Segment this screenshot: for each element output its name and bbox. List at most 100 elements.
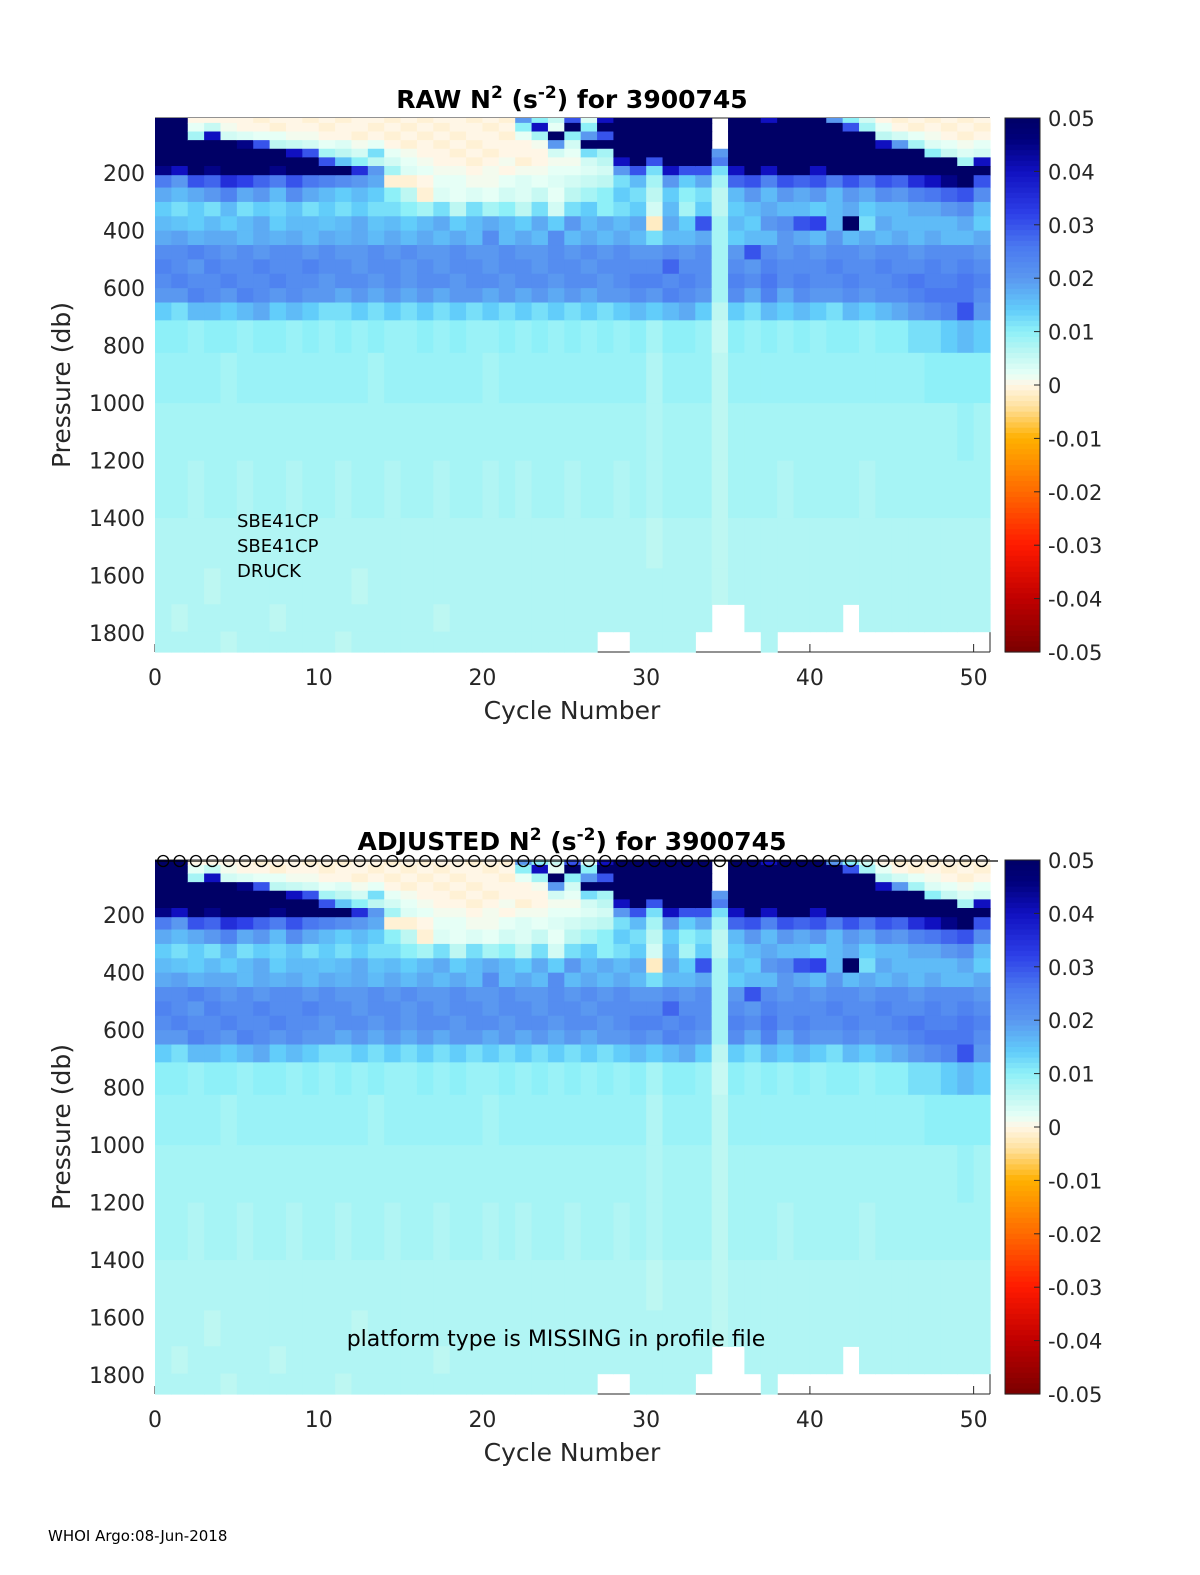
- heatmap-cell: [384, 302, 402, 321]
- heatmap-cell: [711, 1062, 729, 1096]
- heatmap-cell: [597, 1015, 615, 1031]
- heatmap-cell: [908, 917, 926, 931]
- heatmap-cell: [580, 943, 598, 959]
- colorbar-swatch: [1005, 1036, 1040, 1043]
- heatmap-cell: [285, 518, 303, 569]
- heatmap-cell: [728, 320, 746, 354]
- heatmap-cell: [580, 320, 598, 354]
- heatmap-cell: [826, 175, 844, 189]
- heatmap-cell: [498, 917, 516, 931]
- heatmap-cell: [482, 187, 500, 203]
- heatmap-cell: [466, 259, 484, 275]
- heatmap-cell: [777, 899, 795, 909]
- heatmap-cell: [318, 352, 336, 404]
- heatmap-cell: [793, 860, 811, 866]
- heatmap-cell: [760, 518, 778, 569]
- heatmap-cell: [793, 1145, 811, 1204]
- heatmap-cell: [498, 1044, 516, 1063]
- heatmap-cell: [777, 864, 795, 875]
- sensor-annotation: DRUCK: [237, 561, 302, 582]
- heatmap-cell: [302, 216, 320, 232]
- heatmap-cell: [335, 890, 353, 900]
- heatmap-cell: [220, 230, 238, 246]
- heatmap-cell: [498, 118, 516, 124]
- heatmap-cell: [957, 157, 975, 167]
- heatmap-cell: [269, 352, 287, 404]
- heatmap-cell: [842, 1094, 860, 1146]
- heatmap-cell: [597, 403, 615, 462]
- heatmap-cell: [449, 929, 467, 945]
- heatmap-cell: [384, 890, 402, 900]
- heatmap-cell: [466, 230, 484, 246]
- heatmap-cell: [924, 860, 942, 866]
- heatmap-cell: [891, 157, 909, 167]
- heatmap-cell: [466, 1373, 484, 1395]
- heatmap-cell: [482, 245, 500, 260]
- heatmap-cell: [547, 958, 565, 974]
- heatmap-cell: [433, 882, 451, 892]
- heatmap-cell: [449, 987, 467, 1002]
- heatmap-cell: [646, 403, 664, 462]
- x-tick-label: 10: [305, 1408, 333, 1433]
- heatmap-cell: [875, 352, 893, 404]
- heatmap-cell: [498, 1346, 516, 1375]
- heatmap-cell: [678, 1260, 696, 1311]
- heatmap-cell: [236, 568, 254, 605]
- heatmap-cell: [171, 1145, 189, 1204]
- heatmap-cell: [564, 245, 582, 260]
- heatmap-cell: [924, 929, 942, 945]
- heatmap-cell: [760, 201, 778, 217]
- heatmap-cell: [711, 166, 729, 176]
- heatmap-cell: [711, 1202, 729, 1261]
- heatmap-cell: [597, 1062, 615, 1096]
- heatmap-cell: [220, 245, 238, 260]
- heatmap-cell: [384, 1030, 402, 1046]
- heatmap-cell: [629, 908, 647, 918]
- heatmap-cell: [220, 352, 238, 404]
- heatmap-cell: [760, 320, 778, 354]
- heatmap-cell: [466, 1015, 484, 1031]
- heatmap-cell: [367, 864, 385, 875]
- heatmap-cell: [826, 140, 844, 150]
- heatmap-cell: [711, 230, 729, 246]
- heatmap-cell: [318, 122, 336, 133]
- heatmap-cell: [400, 1373, 418, 1395]
- heatmap-cell: [155, 259, 172, 275]
- heatmap-cell: [809, 157, 827, 167]
- heatmap-cell: [433, 908, 451, 918]
- heatmap-cell: [695, 958, 713, 974]
- heatmap-cell: [253, 302, 271, 321]
- heatmap-cell: [875, 929, 893, 945]
- heatmap-cell: [891, 216, 909, 232]
- colorbar-swatch: [1005, 646, 1040, 653]
- heatmap-cell: [155, 175, 172, 189]
- heatmap-cell: [236, 917, 254, 931]
- heatmap-cell: [629, 288, 647, 304]
- heatmap-cell: [466, 148, 484, 158]
- heatmap-cell: [973, 1202, 991, 1261]
- heatmap-cell: [155, 1346, 172, 1375]
- heatmap-cell: [924, 1015, 942, 1031]
- heatmap-cell: [760, 140, 778, 150]
- heatmap-cell: [269, 917, 287, 931]
- heatmap-cell: [384, 1094, 402, 1146]
- heatmap-cell: [351, 882, 369, 892]
- heatmap-cell: [384, 245, 402, 260]
- heatmap-cell: [646, 604, 664, 633]
- heatmap-cell: [695, 187, 713, 203]
- heatmap-cell: [318, 259, 336, 275]
- heatmap-cell: [646, 1346, 664, 1375]
- heatmap-cell: [236, 1310, 254, 1347]
- heatmap-cell: [155, 860, 172, 866]
- heatmap-cell: [711, 216, 729, 232]
- colorbar-swatch: [1005, 1137, 1040, 1144]
- heatmap-cell: [957, 987, 975, 1002]
- heatmap-cell: [646, 908, 664, 918]
- heatmap-cell: [155, 631, 172, 653]
- heatmap-cell: [253, 320, 271, 354]
- heatmap-cell: [269, 175, 287, 189]
- colorbar-swatch: [1005, 1345, 1040, 1352]
- heatmap-cell: [597, 958, 615, 974]
- heatmap-cell: [777, 1260, 795, 1311]
- heatmap-cell: [547, 352, 565, 404]
